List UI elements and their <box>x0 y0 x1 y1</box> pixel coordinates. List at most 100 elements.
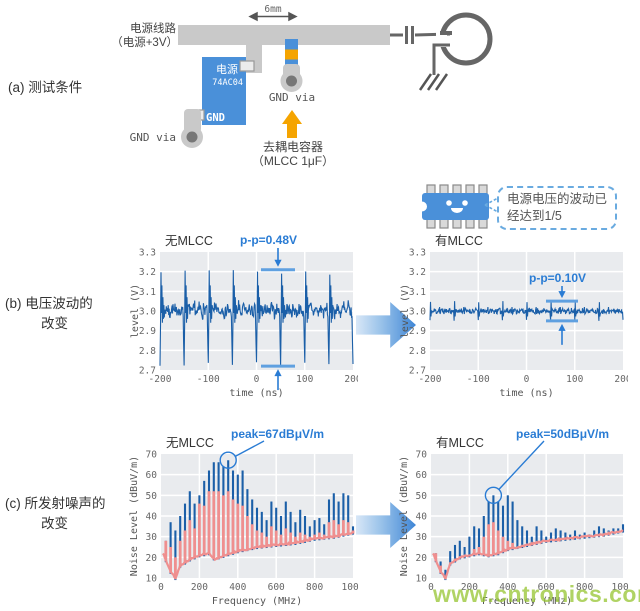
ic-part-number: 74AC04 <box>212 78 243 88</box>
svg-text:Frequency (MHz): Frequency (MHz) <box>212 596 302 607</box>
section-c-label: (c) 所发射噪声的 改变 <box>5 494 106 534</box>
chip-eye-right <box>462 200 468 206</box>
svg-text:time (ns): time (ns) <box>229 388 283 399</box>
svg-text:600: 600 <box>538 582 555 593</box>
svg-text:-200: -200 <box>149 374 172 385</box>
svg-text:3.1: 3.1 <box>139 287 156 298</box>
ic-gnd-pin-label: GND <box>206 112 225 124</box>
svg-text:2.7: 2.7 <box>139 366 156 377</box>
svg-text:100: 100 <box>566 374 583 385</box>
svg-text:2.8: 2.8 <box>409 346 426 357</box>
svg-text:-200: -200 <box>419 374 442 385</box>
power-trace-bar <box>178 25 390 45</box>
svg-text:20: 20 <box>416 553 428 564</box>
section-c-label-line1: (c) 所发射噪声的 <box>5 496 106 511</box>
svg-text:2.8: 2.8 <box>139 346 156 357</box>
power-line-label: 电源线路 <box>130 21 176 35</box>
svg-text:30: 30 <box>416 532 428 543</box>
chip-mascot-icon <box>417 184 489 229</box>
svg-text:3.0: 3.0 <box>409 307 426 318</box>
svg-text:level (V): level (V) <box>400 284 411 338</box>
ic-chip: 电源 74AC04 GND <box>191 57 255 125</box>
svg-text:Noise Level (dBuV/m): Noise Level (dBuV/m) <box>129 456 140 576</box>
svg-text:400: 400 <box>229 582 246 593</box>
section-b-label-line1: (b) 电压波动的 <box>5 296 93 311</box>
svg-text:3.2: 3.2 <box>139 267 156 278</box>
svg-text:2.9: 2.9 <box>139 326 156 337</box>
svg-text:70: 70 <box>146 450 158 461</box>
gnd-via-left <box>181 109 203 148</box>
ic-power-pin-label: 电源 <box>216 62 238 76</box>
section-b-label-line2: 改变 <box>41 316 68 331</box>
svg-text:Noise Level (dBuV/m): Noise Level (dBuV/m) <box>399 456 410 576</box>
svg-text:-100: -100 <box>197 374 220 385</box>
svg-text:200: 200 <box>461 582 478 593</box>
svg-text:600: 600 <box>268 582 285 593</box>
decoupling-label: 去耦电容器 <box>263 139 323 154</box>
svg-text:10: 10 <box>416 574 428 585</box>
ground-symbol <box>418 73 449 91</box>
chart-voltage-with-mlcc: -200 -100 0 100 200 3.3 3.2 3.1 3.0 2.9 2.8 2.7 time… <box>400 234 628 399</box>
loop-antenna <box>432 12 493 75</box>
bubble-tail <box>484 197 499 213</box>
speech-bubble-line1: 电源电压的波动已 <box>507 192 608 206</box>
section-b-label: (b) 电压波动的 改变 <box>5 294 93 334</box>
svg-text:3.2: 3.2 <box>409 267 426 278</box>
section-a-label: (a) 测试条件 <box>8 80 83 95</box>
svg-text:200: 200 <box>614 374 628 385</box>
speech-bubble-line2: 经达到1/5 <box>507 209 562 223</box>
gnd-via-mid <box>280 64 303 92</box>
svg-text:3.1: 3.1 <box>409 287 426 298</box>
decoupling-arrow <box>282 110 302 138</box>
svg-text:800: 800 <box>576 582 593 593</box>
svg-text:peak=67dBμV/m: peak=67dBμV/m <box>231 427 324 441</box>
chip-notch <box>417 201 427 212</box>
decoupling-value-label: （MLCC 1μF） <box>252 154 334 168</box>
svg-text:0: 0 <box>428 582 434 593</box>
svg-text:60: 60 <box>146 470 158 481</box>
svg-text:200: 200 <box>191 582 208 593</box>
chip-mouth <box>451 208 463 213</box>
watermark: www.cntronics.com <box>433 581 640 607</box>
svg-text:3.3: 3.3 <box>409 248 426 259</box>
gnd-via-left-label: GND via <box>130 131 176 144</box>
dimension-arrow <box>248 11 298 22</box>
svg-text:-100: -100 <box>467 374 490 385</box>
svg-text:无MLCC: 无MLCC <box>166 436 214 450</box>
svg-text:50: 50 <box>416 491 428 502</box>
svg-text:50: 50 <box>146 491 158 502</box>
svg-text:Frequency (MHz): Frequency (MHz) <box>482 596 572 607</box>
svg-text:有MLCC: 有MLCC <box>435 234 483 248</box>
svg-text:0: 0 <box>254 374 260 385</box>
svg-text:2.7: 2.7 <box>409 366 426 377</box>
svg-text:p-p=0.48V: p-p=0.48V <box>240 233 297 247</box>
svg-text:time (ns): time (ns) <box>499 388 553 399</box>
svg-text:2.9: 2.9 <box>409 326 426 337</box>
svg-text:3.3: 3.3 <box>139 248 156 259</box>
chip-body <box>422 193 489 220</box>
svg-text:3.0: 3.0 <box>139 307 156 318</box>
svg-text:0: 0 <box>158 582 164 593</box>
svg-text:70: 70 <box>416 450 428 461</box>
svg-text:0: 0 <box>524 374 530 385</box>
svg-text:100: 100 <box>296 374 313 385</box>
svg-text:40: 40 <box>416 512 428 523</box>
svg-text:peak=50dBμV/m: peak=50dBμV/m <box>516 427 609 441</box>
gnd-via-mid-label: GND via <box>269 91 315 104</box>
svg-text:60: 60 <box>416 470 428 481</box>
chart-voltage-no-mlcc: -200 -100 0 100 200 3.3 3.2 3.1 3.0 2.9 2.8 2.7 time… <box>130 233 358 399</box>
chip-eye-left <box>446 200 452 206</box>
svg-text:400: 400 <box>499 582 516 593</box>
svg-text:40: 40 <box>146 512 158 523</box>
svg-text:无MLCC: 无MLCC <box>165 234 213 248</box>
svg-text:20: 20 <box>146 553 158 564</box>
dimension-label: 6mm <box>264 4 281 15</box>
test-condition-diagram: 6mm 电源线路 （电源+3V） <box>111 4 493 168</box>
svg-text:10: 10 <box>146 574 158 585</box>
svg-text:800: 800 <box>306 582 323 593</box>
